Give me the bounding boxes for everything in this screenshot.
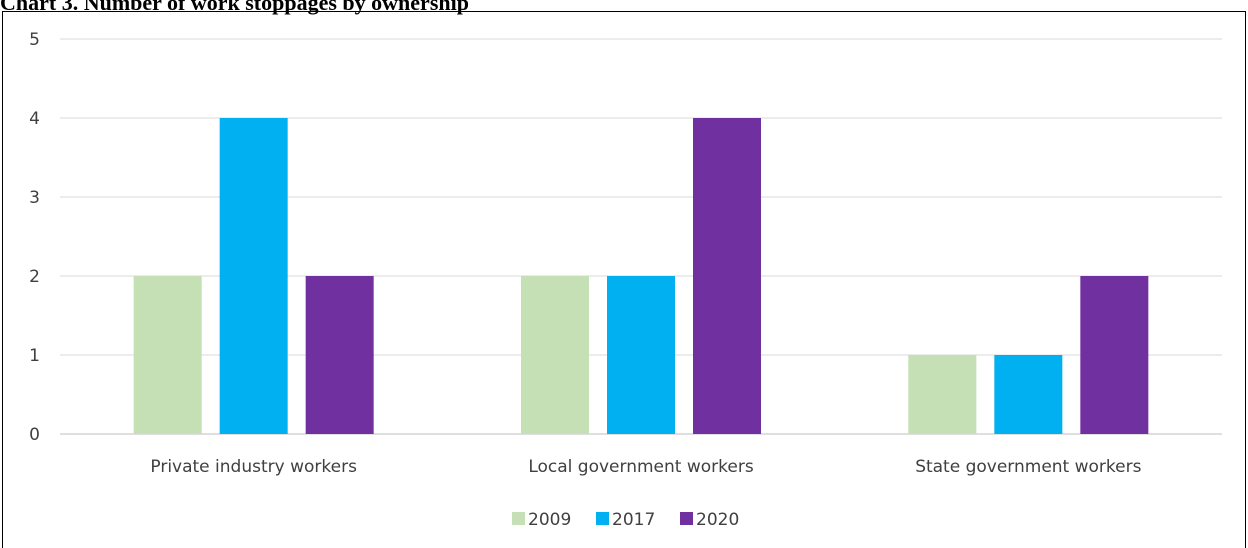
y-tick-label: 1: [29, 346, 40, 366]
bars: [133, 118, 1149, 434]
legend: 2009 2017 2020: [512, 510, 739, 530]
y-tick-label: 5: [29, 30, 40, 50]
legend-label-2009: 2009: [528, 510, 571, 530]
y-axis-tick-labels: 0 1 2 3 4 5: [29, 30, 40, 445]
bar-2009-1: [133, 276, 202, 434]
legend-swatch-2017: [596, 512, 609, 525]
chart-title: Chart 3. Number of work stoppages by own…: [0, 0, 469, 15]
legend-label-2020: 2020: [696, 510, 739, 530]
legend-swatch-2009: [512, 512, 525, 525]
y-tick-label: 4: [29, 109, 40, 129]
y-tick-label: 3: [29, 188, 40, 208]
y-tick-label: 2: [29, 267, 40, 287]
bar-2020-2: [693, 118, 761, 434]
chart-frame: [2, 11, 1246, 548]
legend-swatch-2020: [680, 512, 693, 525]
bar-2009-3: [908, 355, 977, 434]
bar-2017-3: [994, 355, 1063, 434]
x-axis-category-labels: Private industry workers Local government…: [150, 457, 1141, 477]
bar-2009-2: [521, 276, 589, 434]
y-tick-label: 0: [29, 425, 40, 445]
bar-2017-2: [607, 276, 675, 434]
bar-2020-3: [1080, 276, 1149, 434]
bar-2020-1: [305, 276, 374, 434]
bar-2017-1: [219, 118, 288, 434]
x-category-label: Local government workers: [528, 457, 753, 477]
x-category-label: State government workers: [915, 457, 1141, 477]
x-category-label: Private industry workers: [150, 457, 357, 477]
legend-label-2017: 2017: [612, 510, 655, 530]
